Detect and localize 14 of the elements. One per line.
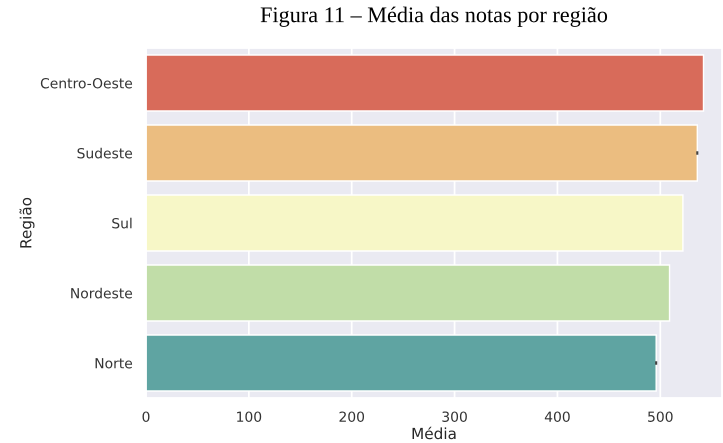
x-tick-label: 500 (648, 411, 673, 422)
y-tick-label: Norte (96, 358, 132, 368)
x-tick-label: 0 (142, 411, 150, 422)
y-axis-title: Região (19, 198, 35, 248)
y-tick-label: Sudeste (78, 148, 132, 158)
x-tick-label: 300 (442, 411, 467, 422)
y-tick-label: Nordeste (71, 288, 132, 298)
x-tick-label: 100 (237, 411, 262, 422)
chart-title: Figura 11 – Média das notas por região (260, 6, 608, 27)
y-tick-label: Sul (112, 218, 132, 228)
y-tick-label: Centro-Oeste (40, 78, 132, 88)
x-tick-label: 400 (544, 411, 570, 422)
x-tick-label: 200 (339, 411, 364, 422)
x-axis-title: Média (412, 426, 456, 440)
